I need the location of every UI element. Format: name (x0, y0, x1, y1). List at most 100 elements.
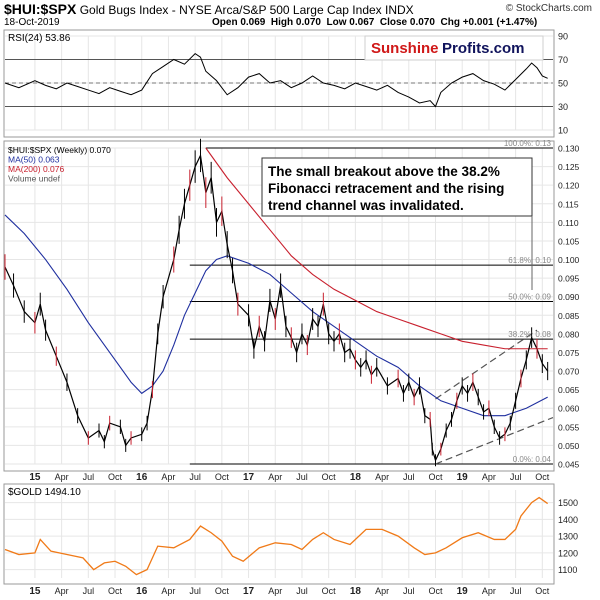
rsi-legend: RSI(24) 53.86 (8, 33, 71, 44)
main-x-label: 15 (29, 472, 41, 483)
main-tick-label: 0.105 (558, 236, 580, 246)
gold-x-label: Apr (375, 586, 389, 596)
main-tick-label: 0.065 (558, 385, 580, 395)
main-tick-label: 0.120 (558, 181, 580, 191)
rsi-tick-label: 30 (558, 102, 568, 112)
main-x-label: Apr (161, 472, 175, 482)
main-x-label: 17 (243, 472, 255, 483)
gold-x-label: Apr (161, 586, 175, 596)
gold-x-label: Jul (403, 586, 415, 596)
main-tick-label: 0.075 (558, 348, 580, 358)
gold-x-label: Oct (322, 586, 337, 596)
rsi-tick-label: 90 (558, 32, 568, 42)
watermark-sunshine: Sunshine (371, 40, 439, 57)
chart-symbol: $HUI:$SPX (4, 1, 77, 17)
main-x-label: Jul (296, 472, 308, 482)
main-x-label: Apr (482, 472, 496, 482)
main-tick-label: 0.050 (558, 441, 580, 451)
fib-label: 100.0%: 0.13 (504, 139, 552, 148)
gold-x-label: 16 (136, 586, 148, 597)
main-tick-label: 0.090 (558, 292, 580, 302)
main-tick-label: 0.115 (558, 199, 579, 209)
main-tick-label: 0.095 (558, 274, 580, 284)
chart-title: $HUI:$SPX Gold Bugs Index - NYSE Arca/S&… (4, 1, 414, 17)
main-x-label: Apr (55, 472, 69, 482)
gold-x-label: Apr (55, 586, 69, 596)
main-x-label: Apr (268, 472, 282, 482)
main-x-label: 18 (350, 472, 362, 483)
main-x-label: Oct (108, 472, 123, 482)
gold-legend: $GOLD 1494.10 (8, 487, 81, 498)
main-tick-label: 0.130 (558, 144, 580, 154)
chart-description: Gold Bugs Index - NYSE Arca/S&P 500 Larg… (79, 3, 414, 17)
main-x-label: 16 (136, 472, 148, 483)
annotation-line-2: Fibonacci retracement and the rising (268, 181, 504, 196)
ohlc-high: High 0.070 (270, 17, 321, 28)
main-x-label: 19 (457, 472, 469, 483)
main-tick-label: 0.060 (558, 404, 580, 414)
ohlc-close: Close 0.070 (379, 17, 435, 28)
gold-x-label: Oct (535, 586, 550, 596)
main-legend-item: $HUI:$SPX (Weekly) 0.070 (8, 145, 111, 155)
main-x-label: Oct (322, 472, 337, 482)
price-line (4, 153, 549, 462)
main-tick-label: 0.125 (558, 162, 580, 172)
gold-tick-label: 1500 (558, 498, 578, 508)
ma-line (205, 147, 548, 350)
main-x-label: Jul (510, 472, 522, 482)
rsi-tick-label: 70 (558, 55, 568, 65)
annotation-box: The small breakout above the 38.2% Fibon… (261, 157, 533, 290)
chart-date: 18-Oct-2019 (4, 17, 60, 28)
gold-x-label: Jul (189, 586, 201, 596)
gold-x-label: Apr (268, 586, 282, 596)
ohlc-readout: Open 0.069 High 0.070 Low 0.067 Close 0.… (212, 17, 537, 28)
ohlc-change: Chg +0.001 (+1.47%) (440, 17, 538, 28)
main-tick-label: 0.055 (558, 422, 580, 432)
gold-x-label: Jul (83, 586, 95, 596)
fib-label: 50.0%: 0.09 (508, 293, 551, 302)
trend-channel-line (435, 329, 538, 400)
ohlc-open: Open 0.069 (212, 17, 266, 28)
main-x-label: Oct (428, 472, 443, 482)
watermark-profits: Profits.com (442, 40, 525, 57)
main-tick-label: 0.100 (558, 255, 580, 265)
main-tick-label: 0.045 (558, 460, 580, 470)
gold-x-label: Oct (428, 586, 443, 596)
gold-x-label: Oct (215, 586, 230, 596)
main-legend-item: MA(200) 0.076 (8, 164, 64, 174)
main-x-label: Oct (215, 472, 230, 482)
stockcharts-credit: © StockCharts.com (505, 3, 592, 14)
gold-x-label: 18 (350, 586, 362, 597)
main-tick-label: 0.110 (558, 218, 579, 228)
gold-x-label: Jul (296, 586, 308, 596)
gold-x-label: 15 (29, 586, 41, 597)
main-tick-label: 0.070 (558, 367, 580, 377)
main-x-label: Jul (189, 472, 201, 482)
main-x-label: Jul (403, 472, 415, 482)
gold-x-label: Apr (482, 586, 496, 596)
fib-label: 61.8%: 0.10 (508, 256, 551, 265)
ohlc-low: Low 0.067 (326, 17, 375, 28)
main-x-label: Jul (83, 472, 95, 482)
gold-line (4, 496, 549, 576)
rsi-tick-label: 10 (558, 126, 568, 136)
fib-label: 38.2%: 0.08 (508, 330, 551, 339)
main-x-label: Apr (375, 472, 389, 482)
gold-x-label: Oct (108, 586, 123, 596)
rsi-tick-label: 50 (558, 79, 568, 89)
gold-x-label: 19 (457, 586, 469, 597)
trend-channel-line (435, 416, 554, 465)
gold-x-label: Jul (510, 586, 522, 596)
gold-panel (3, 483, 555, 585)
gold-tick-label: 1400 (558, 515, 578, 525)
gold-x-label: 17 (243, 586, 255, 597)
rsi-line (4, 52, 548, 108)
gold-tick-label: 1200 (558, 548, 578, 558)
main-x-label: Oct (535, 472, 550, 482)
gold-tick-label: 1100 (558, 565, 577, 575)
main-tick-label: 0.085 (558, 311, 580, 321)
annotation-line-1: The small breakout above the 38.2% (268, 164, 500, 179)
main-legend-item: MA(50) 0.063 (8, 155, 60, 165)
sunshine-profits-watermark: Sunshine Profits.com (364, 35, 544, 61)
